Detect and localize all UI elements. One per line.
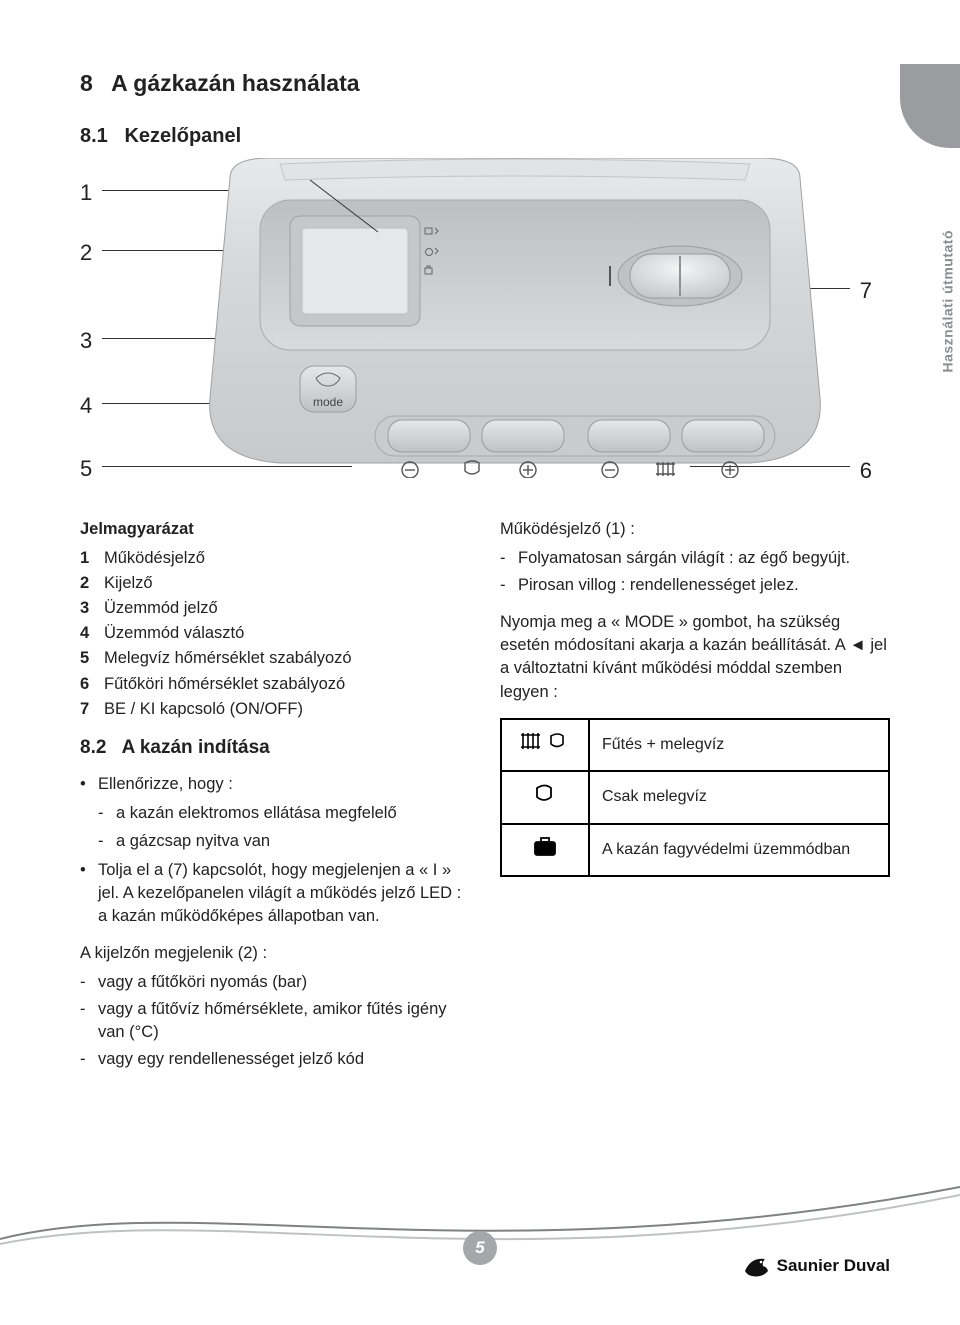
slide-instruction: Tolja el a (7) kapcsolót, hogy megjelenj… — [80, 859, 470, 928]
op-item: Pirosan villog : rendellenességet jelez. — [500, 574, 890, 597]
table-row: Fűtés + melegvíz — [501, 719, 889, 772]
legend-title: Jelmagyarázat — [80, 518, 470, 541]
mode-label: A kazán fagyvédelmi üzemmódban — [589, 824, 889, 877]
chapter-text: A gázkazán használata — [111, 70, 359, 96]
section-8-2-text: A kazán indítása — [122, 737, 270, 758]
section-8-2-title: 8.2 A kazán indítása — [80, 735, 470, 762]
side-tab-decor — [900, 64, 960, 148]
mode-label: Csak melegvíz — [589, 771, 889, 824]
section-8-1-num: 8.1 — [80, 125, 108, 147]
legend-num: 6 — [80, 673, 104, 696]
brand-name: Saunier Duval — [777, 1256, 890, 1276]
chapter-num: 8 — [80, 70, 93, 96]
brand-bird-icon — [741, 1251, 771, 1281]
legend-num: 7 — [80, 698, 104, 721]
callout-7: 7 — [860, 278, 872, 304]
mode-icon-heat-tap — [501, 719, 589, 772]
callout-5: 5 — [80, 456, 92, 482]
legend-num: 4 — [80, 622, 104, 645]
check-item: a gázcsap nyitva van — [98, 830, 470, 853]
display-intro: A kijelzőn megjelenik (2) : — [80, 942, 470, 965]
mode-icon-suitcase — [501, 824, 589, 877]
legend-text: Üzemmód jelző — [104, 597, 218, 620]
callout-4: 4 — [80, 393, 92, 419]
table-row: A kazán fagyvédelmi üzemmódban — [501, 824, 889, 877]
legend-text: BE / KI kapcsoló (ON/OFF) — [104, 698, 303, 721]
table-row: Csak melegvíz — [501, 771, 889, 824]
display-item: vagy a fűtőköri nyomás (bar) — [80, 971, 470, 994]
chapter-title: 8 A gázkazán használata — [80, 70, 890, 97]
display-item: vagy a fűtővíz hőmérséklete, amikor fűté… — [80, 998, 470, 1044]
page-number-badge: 5 — [463, 1231, 497, 1265]
callout-2: 2 — [80, 240, 92, 266]
legend-num: 3 — [80, 597, 104, 620]
legend-num: 1 — [80, 547, 104, 570]
callout-1: 1 — [80, 180, 92, 206]
mode-icon-tap — [501, 771, 589, 824]
section-8-2-num: 8.2 — [80, 737, 106, 758]
legend-num: 5 — [80, 647, 104, 670]
legend-list: 1Működésjelző 2Kijelző 3Üzemmód jelző 4Ü… — [80, 547, 470, 721]
left-column: Jelmagyarázat 1Működésjelző 2Kijelző 3Üz… — [80, 518, 470, 1075]
mode-table: Fűtés + melegvíz Csak melegvíz A kazán f… — [500, 718, 890, 878]
legend-text: Működésjelző — [104, 547, 205, 570]
display-item: vagy egy rendellenességet jelző kód — [80, 1048, 470, 1071]
legend-text: Üzemmód választó — [104, 622, 244, 645]
section-8-1-text: Kezelőpanel — [124, 125, 241, 147]
legend-num: 2 — [80, 572, 104, 595]
legend-text: Melegvíz hőmérséklet szabályozó — [104, 647, 352, 670]
right-column: Működésjelző (1) : Folyamatosan sárgán v… — [500, 518, 890, 1075]
brand-logo: Saunier Duval — [741, 1251, 890, 1281]
op-item: Folyamatosan sárgán világít : az égő beg… — [500, 547, 890, 570]
check-item: a kazán elektromos ellátása megfelelő — [98, 802, 470, 825]
mode-label: Fűtés + melegvíz — [589, 719, 889, 772]
check-intro-text: Ellenőrizze, hogy : — [98, 775, 233, 793]
side-tab-label: Használati útmutató — [940, 230, 956, 373]
check-intro: Ellenőrizze, hogy : a kazán elektromos e… — [80, 773, 470, 852]
legend-text: Kijelző — [104, 572, 153, 595]
control-panel-diagram: 1 2 3 4 5 7 6 — [80, 168, 890, 488]
mode-paragraph: Nyomja meg a « MODE » gombot, ha szükség… — [500, 611, 890, 703]
mode-label: mode — [313, 395, 343, 409]
callout-6: 6 — [860, 458, 872, 484]
op-indicator-title: Működésjelző (1) : — [500, 518, 890, 541]
panel-illustration: mode — [190, 158, 840, 478]
callout-3: 3 — [80, 328, 92, 354]
legend-text: Fűtőköri hőmérséklet szabályozó — [104, 673, 345, 696]
section-8-1-title: 8.1 Kezelőpanel — [80, 125, 890, 148]
